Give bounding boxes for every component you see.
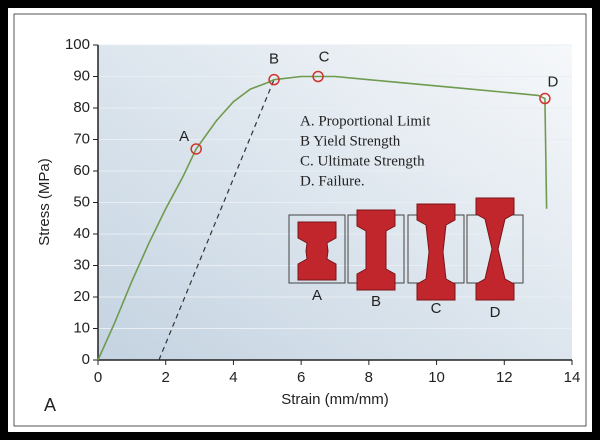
y-tick-label: 0	[82, 351, 90, 368]
y-tick-label: 50	[73, 193, 90, 210]
x-tick-label: 6	[297, 369, 305, 386]
y-tick-label: 30	[73, 256, 90, 273]
y-tick-label: 20	[73, 288, 90, 305]
note: C. Ultimate Strength	[300, 153, 425, 169]
y-tick-label: 90	[73, 67, 90, 84]
specimen	[297, 221, 337, 281]
point-marker	[312, 70, 324, 83]
point-label: A	[179, 128, 189, 145]
point-marker	[539, 92, 551, 105]
point-label: B	[269, 51, 279, 68]
note: B Yield Strength	[300, 133, 401, 149]
specimen	[475, 197, 515, 301]
note: A. Proportional Limit	[300, 113, 431, 129]
panel-label: A	[44, 395, 56, 415]
y-tick-label: 70	[73, 130, 90, 147]
point-label: D	[547, 74, 558, 91]
offset-line	[158, 79, 275, 361]
x-axis-label: Strain (mm/mm)	[281, 391, 389, 408]
y-tick-label: 100	[65, 36, 90, 53]
specimen-label: D	[490, 304, 501, 321]
x-tick-label: 4	[229, 369, 237, 386]
note: D. Failure.	[300, 173, 365, 189]
x-tick-label: 12	[496, 369, 513, 386]
specimen	[356, 209, 396, 291]
y-tick-label: 60	[73, 162, 90, 179]
point-marker	[268, 73, 280, 86]
specimen-label: A	[312, 287, 322, 304]
inner-frame	[13, 13, 587, 427]
x-tick-label: 2	[162, 369, 170, 386]
specimen	[416, 203, 456, 301]
x-tick-label: 8	[365, 369, 373, 386]
specimen-label: B	[371, 293, 381, 310]
point-label: C	[319, 48, 330, 65]
point-marker	[190, 143, 202, 155]
specimen-box	[288, 214, 346, 284]
x-tick-label: 0	[94, 369, 102, 386]
y-tick-label: 80	[73, 99, 90, 116]
x-tick-label: 14	[564, 369, 581, 386]
x-tick-label: 10	[428, 369, 445, 386]
y-tick-label: 10	[73, 319, 90, 336]
y-tick-label: 40	[73, 225, 90, 242]
specimen-label: C	[431, 300, 442, 317]
y-axis-label: Stress (MPa)	[36, 158, 53, 246]
stress-curve	[97, 75, 548, 361]
